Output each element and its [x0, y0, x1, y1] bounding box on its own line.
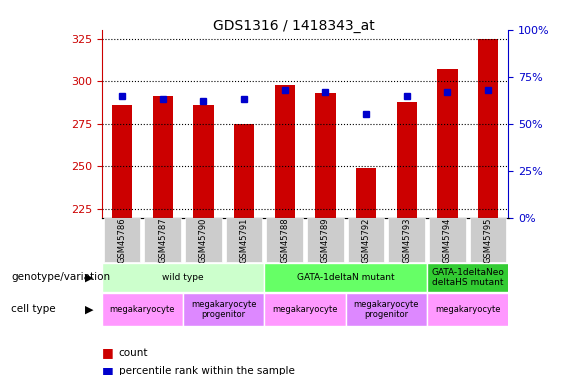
Bar	[356, 168, 376, 217]
Text: GSM45787: GSM45787	[158, 217, 167, 263]
Bar	[153, 96, 173, 218]
Bar	[437, 69, 458, 218]
Text: GSM45791: GSM45791	[240, 217, 249, 262]
FancyBboxPatch shape	[307, 218, 344, 262]
Text: GSM45792: GSM45792	[362, 217, 371, 262]
Bar	[234, 124, 254, 218]
Text: ■: ■	[102, 365, 114, 375]
FancyBboxPatch shape	[264, 293, 346, 326]
FancyBboxPatch shape	[427, 293, 508, 326]
FancyBboxPatch shape	[348, 218, 384, 262]
Bar	[397, 102, 417, 217]
FancyBboxPatch shape	[470, 218, 506, 262]
Text: megakaryocyte: megakaryocyte	[110, 305, 175, 314]
Text: cell type: cell type	[11, 304, 56, 314]
FancyBboxPatch shape	[185, 218, 221, 262]
Text: ▶: ▶	[85, 304, 93, 314]
FancyBboxPatch shape	[264, 263, 427, 292]
Text: GSM45788: GSM45788	[280, 217, 289, 263]
FancyBboxPatch shape	[427, 263, 508, 292]
Text: GSM45795: GSM45795	[484, 217, 493, 262]
Text: GATA-1deltaN mutant: GATA-1deltaN mutant	[297, 273, 394, 282]
FancyBboxPatch shape	[267, 218, 303, 262]
Text: GSM45786: GSM45786	[118, 217, 127, 263]
Bar	[275, 84, 295, 218]
Text: GSM45793: GSM45793	[402, 217, 411, 263]
Text: megakaryocyte: megakaryocyte	[435, 305, 501, 314]
Text: GSM45790: GSM45790	[199, 217, 208, 262]
Text: wild type: wild type	[162, 273, 204, 282]
Text: genotype/variation: genotype/variation	[11, 273, 110, 282]
Text: percentile rank within the sample: percentile rank within the sample	[119, 366, 294, 375]
Text: megakaryocyte: megakaryocyte	[272, 305, 338, 314]
Bar	[193, 105, 214, 218]
Text: GSM45794: GSM45794	[443, 217, 452, 262]
Text: ■: ■	[102, 346, 114, 359]
FancyBboxPatch shape	[102, 293, 183, 326]
FancyBboxPatch shape	[183, 293, 264, 326]
Bar	[112, 105, 132, 218]
Text: megakaryocyte
progenitor: megakaryocyte progenitor	[191, 300, 257, 319]
Text: megakaryocyte
progenitor: megakaryocyte progenitor	[354, 300, 419, 319]
FancyBboxPatch shape	[346, 293, 427, 326]
FancyBboxPatch shape	[226, 218, 262, 262]
Bar	[315, 93, 336, 218]
FancyBboxPatch shape	[145, 218, 181, 262]
Text: ▶: ▶	[85, 273, 93, 282]
FancyBboxPatch shape	[429, 218, 466, 262]
Text: GSM45789: GSM45789	[321, 217, 330, 263]
Text: count: count	[119, 348, 148, 357]
FancyBboxPatch shape	[104, 218, 140, 262]
Bar	[478, 39, 498, 218]
Text: GDS1316 / 1418343_at: GDS1316 / 1418343_at	[213, 19, 375, 33]
FancyBboxPatch shape	[102, 263, 264, 292]
FancyBboxPatch shape	[389, 218, 425, 262]
Text: GATA-1deltaNeo
deltaHS mutant: GATA-1deltaNeo deltaHS mutant	[432, 268, 504, 287]
